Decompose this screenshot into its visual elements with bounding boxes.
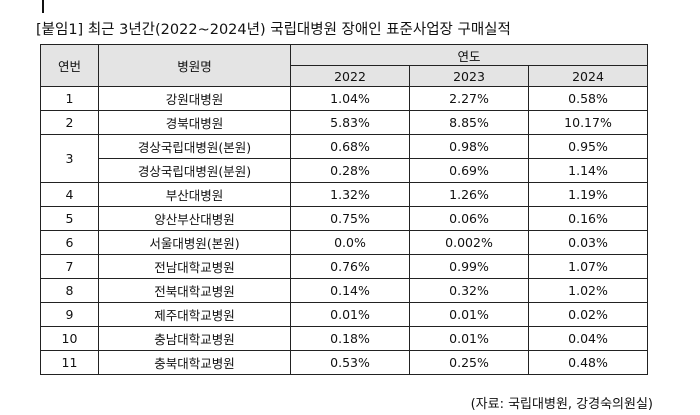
hospital-name: 부산대병원 bbox=[98, 182, 291, 207]
table-row: 7 전남대학교병원 0.76% 0.99% 1.07% bbox=[40, 254, 649, 279]
row-number: 1 bbox=[40, 86, 99, 111]
table-row: 10 충남대학교병원 0.18% 0.01% 0.04% bbox=[40, 326, 649, 351]
row-number: 4 bbox=[40, 182, 99, 207]
row-number: 5 bbox=[40, 206, 99, 231]
header-year-2024: 2024 bbox=[527, 65, 649, 87]
value-2024: 0.16% bbox=[527, 206, 649, 231]
table-row: 3 경상국립대병원(본원) 0.68% 0.98% 0.95% bbox=[40, 134, 649, 183]
value-2022: 1.32% bbox=[290, 182, 410, 207]
value-2022: 0.53% bbox=[290, 350, 410, 375]
hospital-name: 충북대학교병원 bbox=[98, 350, 291, 375]
table-row: 6 서울대병원(본원) 0.0% 0.002% 0.03% bbox=[40, 230, 649, 255]
hospital-name: 전남대학교병원 bbox=[98, 254, 291, 279]
value-2024: 1.19% bbox=[527, 182, 649, 207]
value-2022: 1.04% bbox=[290, 86, 410, 111]
hospital-name: 강원대병원 bbox=[98, 86, 291, 111]
header-year-group: 연도 bbox=[289, 44, 649, 66]
header-year-2023: 2023 bbox=[409, 65, 529, 87]
row-number: 3 bbox=[40, 134, 99, 183]
value-2024: 0.95% bbox=[527, 134, 649, 159]
hospital-name: 경상국립대병원(분원) bbox=[98, 158, 291, 183]
row-number: 10 bbox=[40, 326, 99, 351]
document-title: [붙임1] 최근 3년간(2022~2024년) 국립대병원 장애인 표준사업장… bbox=[36, 22, 511, 38]
source-note: (자료: 국립대병원, 강경숙의원실) bbox=[470, 397, 653, 412]
value-2024: 0.04% bbox=[527, 326, 649, 351]
row-number: 9 bbox=[40, 302, 99, 327]
value-2023: 2.27% bbox=[409, 86, 529, 111]
table-row: 11 충북대학교병원 0.53% 0.25% 0.48% bbox=[40, 350, 649, 375]
hospital-name: 제주대학교병원 bbox=[98, 302, 291, 327]
table-row: 경상국립대병원(분원) 0.28% 0.69% 1.14% bbox=[41, 158, 649, 183]
table-row: 4 부산대병원 1.32% 1.26% 1.19% bbox=[40, 182, 649, 207]
value-2024: 0.02% bbox=[527, 302, 649, 327]
value-2023: 0.01% bbox=[409, 302, 529, 327]
value-2023: 0.69% bbox=[409, 158, 529, 183]
row-number: 11 bbox=[40, 350, 99, 375]
hospital-name: 경상국립대병원(본원) bbox=[98, 134, 291, 159]
value-2024: 1.14% bbox=[527, 158, 649, 183]
value-2022: 0.0% bbox=[290, 230, 410, 255]
value-2023: 0.32% bbox=[409, 278, 529, 303]
hospital-name: 전북대학교병원 bbox=[98, 278, 291, 303]
header-no: 연번 bbox=[40, 44, 99, 87]
value-2022: 0.75% bbox=[290, 206, 410, 231]
row-number: 2 bbox=[40, 110, 99, 135]
hospital-name: 양산부산대병원 bbox=[98, 206, 291, 231]
value-2024: 0.58% bbox=[527, 86, 649, 111]
value-2022: 0.28% bbox=[290, 158, 410, 183]
row-number: 8 bbox=[40, 278, 99, 303]
hospital-name: 충남대학교병원 bbox=[98, 326, 291, 351]
table-row: 2 경북대병원 5.83% 8.85% 10.17% bbox=[40, 110, 649, 135]
value-2022: 0.18% bbox=[290, 326, 410, 351]
value-2023: 0.01% bbox=[409, 326, 529, 351]
value-2023: 0.98% bbox=[409, 134, 529, 159]
value-2024: 1.07% bbox=[527, 254, 649, 279]
value-2022: 0.01% bbox=[290, 302, 410, 327]
value-2024: 0.48% bbox=[527, 350, 649, 375]
table-row: 5 양산부산대병원 0.75% 0.06% 0.16% bbox=[40, 206, 649, 231]
hospital-name: 서울대병원(본원) bbox=[98, 230, 291, 255]
table-row: 8 전북대학교병원 0.14% 0.32% 1.02% bbox=[40, 278, 649, 303]
header-hospital: 병원명 bbox=[98, 44, 291, 87]
value-2023: 0.25% bbox=[409, 350, 529, 375]
table-row: 9 제주대학교병원 0.01% 0.01% 0.02% bbox=[40, 302, 649, 327]
row-number: 7 bbox=[40, 254, 99, 279]
purchase-performance-table: 연번 병원명 연도 2022 2023 2024 1 강원대병원 1.04% 2… bbox=[40, 44, 649, 375]
value-2022: 0.68% bbox=[290, 134, 410, 159]
value-2022: 5.83% bbox=[290, 110, 410, 135]
value-2022: 0.14% bbox=[290, 278, 410, 303]
value-2024: 10.17% bbox=[527, 110, 649, 135]
header-year-2022: 2022 bbox=[290, 65, 410, 87]
value-2024: 1.02% bbox=[527, 278, 649, 303]
row-number: 6 bbox=[40, 230, 99, 255]
table-row: 1 강원대병원 1.04% 2.27% 0.58% bbox=[40, 86, 649, 111]
text-cursor bbox=[42, 0, 44, 13]
value-2023: 0.99% bbox=[409, 254, 529, 279]
value-2023: 0.06% bbox=[409, 206, 529, 231]
value-2023: 0.002% bbox=[409, 230, 529, 255]
hospital-name: 경북대병원 bbox=[98, 110, 291, 135]
value-2023: 1.26% bbox=[409, 182, 529, 207]
value-2023: 8.85% bbox=[409, 110, 529, 135]
value-2024: 0.03% bbox=[527, 230, 649, 255]
value-2022: 0.76% bbox=[290, 254, 410, 279]
